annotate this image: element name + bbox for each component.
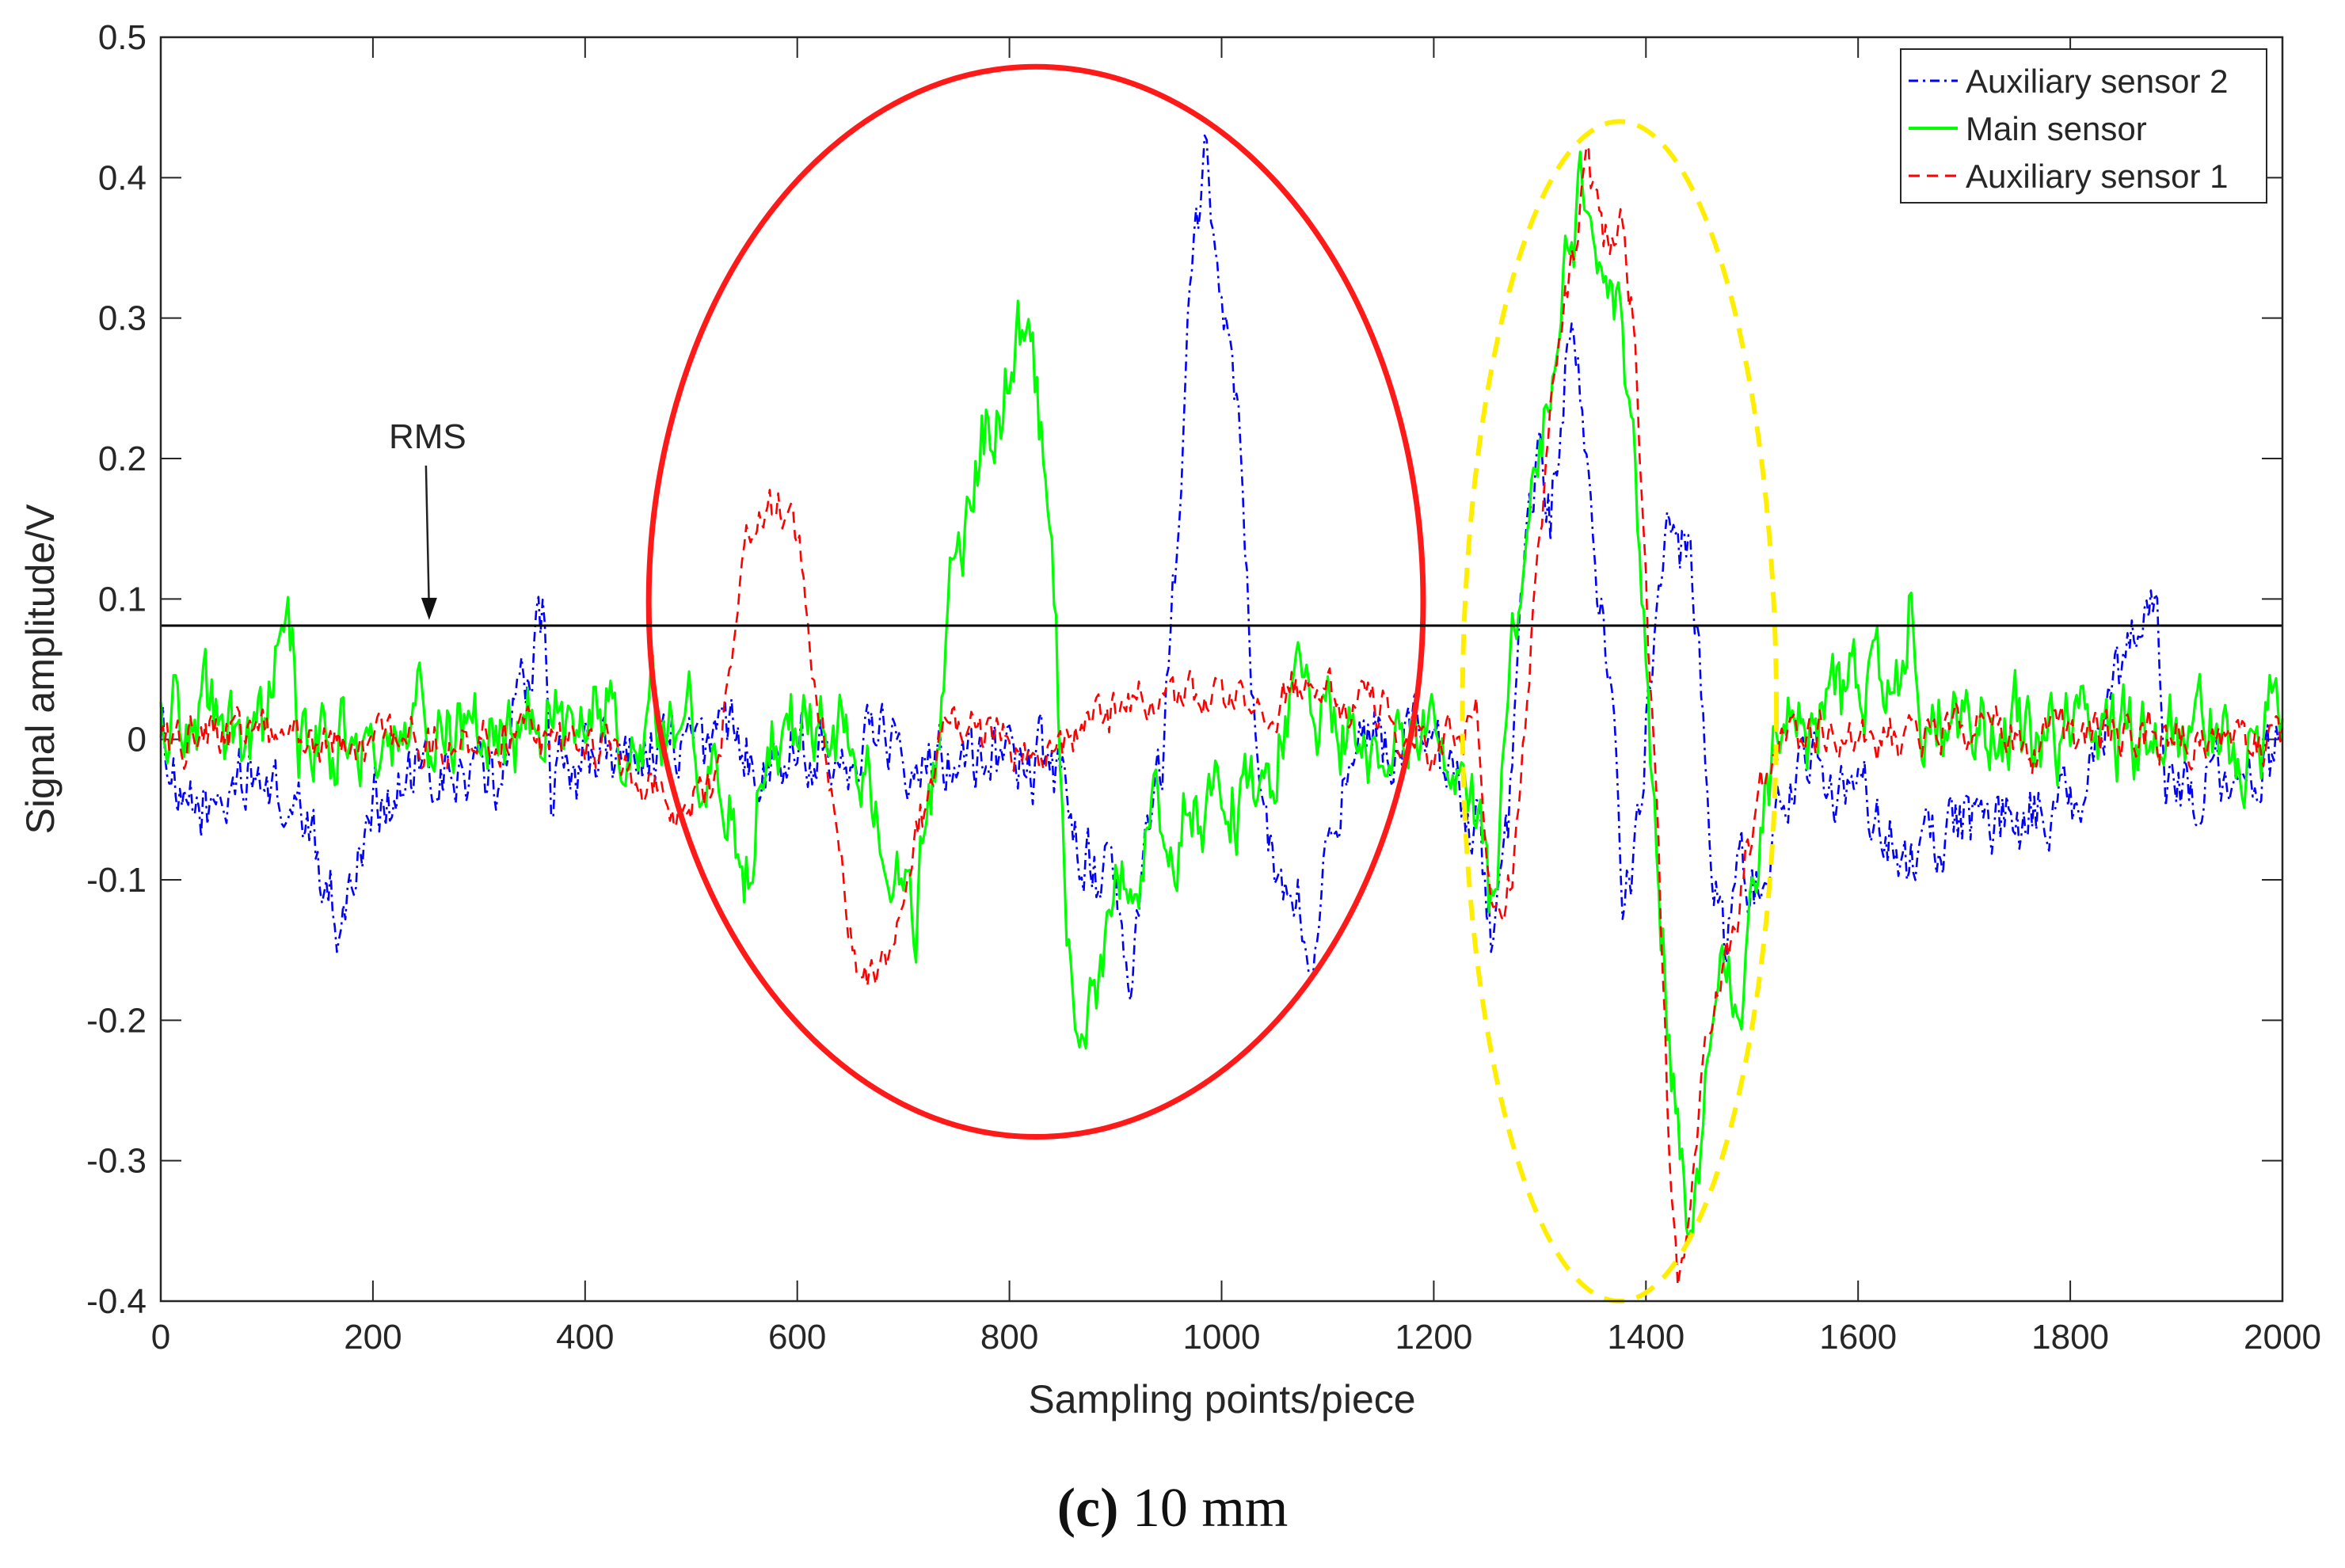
x-tick-labels: 0 200 400 600 800 1000 1200 1400 1600 1800 2000 <box>151 1318 2321 1357</box>
x-tick-label: 400 <box>556 1318 614 1357</box>
y-tick-label: 0.3 <box>98 299 147 338</box>
caption-label: (c) <box>1056 1478 1119 1539</box>
y-tick-label: -0.2 <box>86 1001 147 1040</box>
x-tick-label: 0 <box>151 1318 170 1357</box>
y-axis-label: Signal amplitude/V <box>18 504 63 835</box>
y-tick-label: 0.2 <box>98 440 147 478</box>
rms-arrow-shaft <box>424 465 431 612</box>
caption-text: 10 mm <box>1118 1478 1289 1539</box>
y-tick-label: 0.4 <box>98 158 147 197</box>
rms-arrow-head <box>421 597 437 620</box>
red-ellipse <box>645 63 1426 1140</box>
legend-box <box>1900 48 2267 204</box>
legend: Auxiliary sensor 2 Main sensor Auxiliary s… <box>1900 48 2267 204</box>
series-line-1 <box>159 134 2284 1002</box>
y-tick-labels: -0.4 -0.3 -0.2 -0.1 0 0.1 0.2 0.3 0.4 0.5 <box>86 18 147 1321</box>
y-tick-label: -0.4 <box>86 1282 147 1321</box>
x-tick-label: 800 <box>980 1318 1038 1357</box>
x-tick-label: 1800 <box>2031 1318 2109 1357</box>
x-tick-label: 2000 <box>2244 1318 2321 1357</box>
series-line-3 <box>159 144 2284 1287</box>
rms-arrow <box>421 465 437 620</box>
series-line-2 <box>159 150 2284 1242</box>
y-tick-label: -0.1 <box>86 861 147 900</box>
y-tick-label: -0.3 <box>86 1142 147 1181</box>
x-tick-label: 1600 <box>1819 1318 1897 1357</box>
y-tick-label: 0 <box>128 721 147 759</box>
legend-label: Main sensor <box>1966 110 2147 147</box>
series-layer <box>159 134 2284 1287</box>
plot-background <box>161 37 2282 1301</box>
x-axis-label: Sampling points/piece <box>1028 1377 1415 1421</box>
legend-label: Auxiliary sensor 2 <box>1966 63 2228 100</box>
x-tick-label: 1200 <box>1395 1318 1472 1357</box>
plot-frame <box>159 36 2284 1303</box>
x-tick-label: 1000 <box>1183 1318 1261 1357</box>
legend-label: Auxiliary sensor 1 <box>1966 158 2228 195</box>
x-tick-label: 600 <box>768 1318 826 1357</box>
figure-caption: (c) 10 mm <box>0 1477 2345 1540</box>
y-tick-label: 0.5 <box>98 18 147 57</box>
x-tick-label: 200 <box>344 1318 402 1357</box>
rms-label: RMS <box>389 417 466 456</box>
x-tick-label: 1400 <box>1607 1318 1685 1357</box>
y-tick-label: 0.1 <box>98 580 147 618</box>
